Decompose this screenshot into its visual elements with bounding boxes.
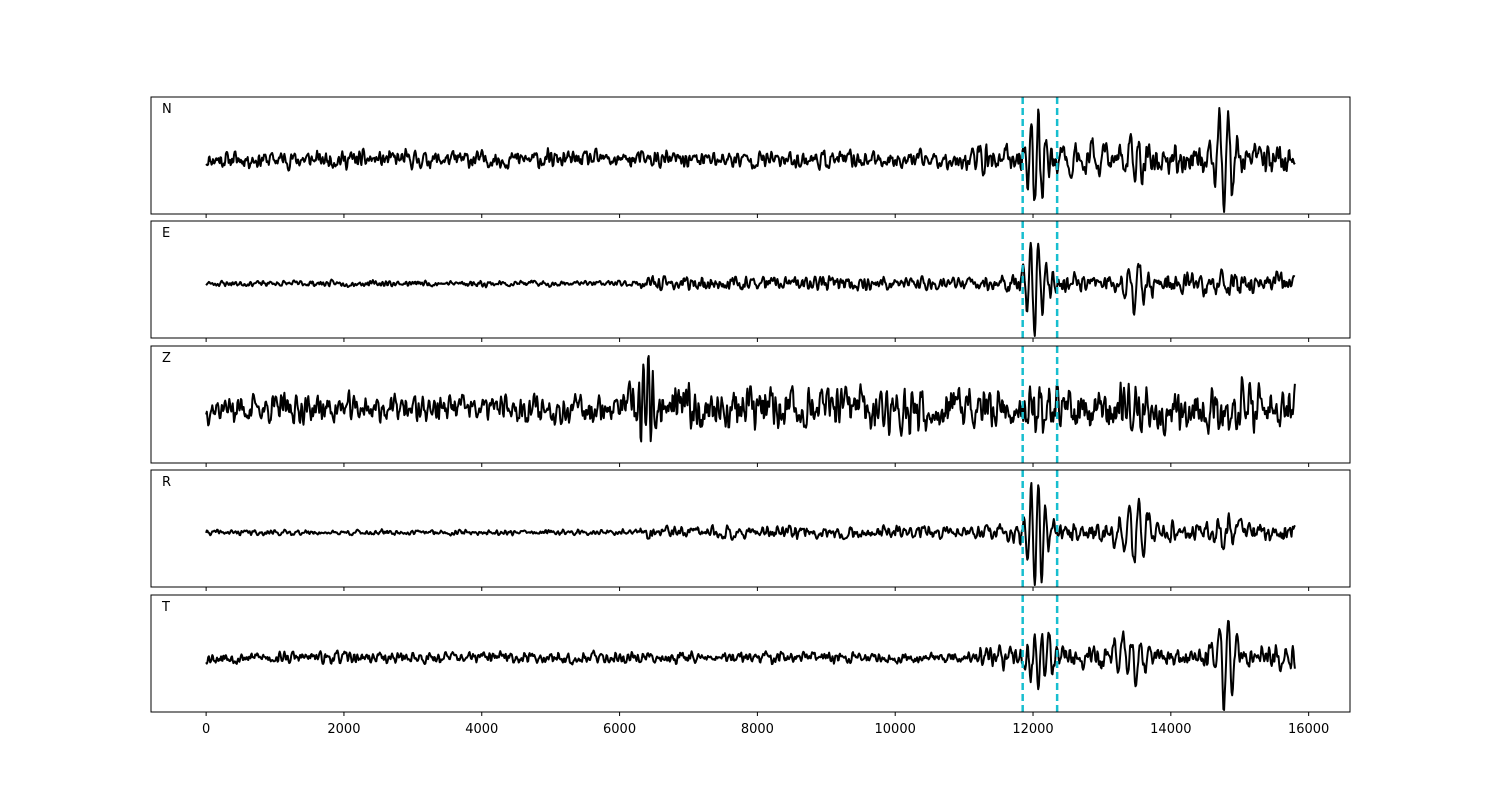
trace-n bbox=[205, 107, 1296, 213]
panel-frame bbox=[150, 469, 1351, 588]
panel-r: R bbox=[150, 469, 1351, 591]
trace-z bbox=[205, 355, 1296, 443]
x-tick-label: 10000 bbox=[875, 722, 916, 737]
trace-e bbox=[205, 241, 1296, 337]
channel-label-r: R bbox=[162, 475, 171, 490]
panel-frame bbox=[150, 96, 1351, 215]
panel-t: T bbox=[150, 594, 1351, 716]
x-tick-label: 16000 bbox=[1288, 722, 1329, 737]
trace-r bbox=[205, 482, 1296, 586]
panel-frame bbox=[150, 220, 1351, 339]
panel-frame bbox=[150, 345, 1351, 464]
x-tick-label: 14000 bbox=[1150, 722, 1191, 737]
trace-t bbox=[205, 619, 1296, 711]
x-tick-label: 8000 bbox=[741, 722, 774, 737]
channel-label-z: Z bbox=[162, 351, 171, 366]
x-axis: 0 2000 4000 6000 8000 10000 12000 14000 16000 bbox=[202, 722, 1329, 737]
panel-e: E bbox=[150, 220, 1351, 342]
panel-n: N bbox=[150, 96, 1351, 218]
channel-panels: N E Z R T bbox=[150, 96, 1351, 716]
x-tick-label: 6000 bbox=[603, 722, 636, 737]
channel-label-t: T bbox=[161, 600, 170, 615]
panel-z: Z bbox=[150, 345, 1351, 467]
x-tick-label: 2000 bbox=[327, 722, 360, 737]
channel-label-e: E bbox=[162, 226, 170, 241]
channel-label-n: N bbox=[162, 102, 172, 117]
x-tick-label: 12000 bbox=[1012, 722, 1053, 737]
x-tick-label: 4000 bbox=[465, 722, 498, 737]
x-tick-label: 0 bbox=[202, 722, 210, 737]
panel-frame bbox=[150, 594, 1351, 713]
